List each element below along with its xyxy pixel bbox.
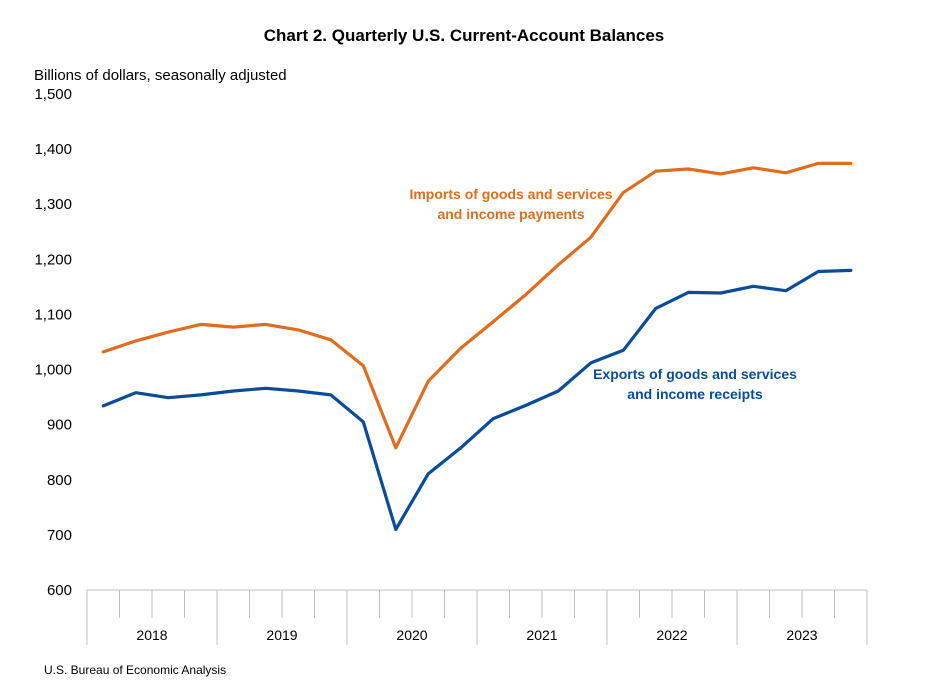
x-tick-label: 2022 — [656, 627, 687, 643]
y-tick-label: 1,500 — [34, 86, 72, 103]
exports-series-line — [101, 268, 853, 532]
series-label-line: and income receipts — [627, 386, 763, 402]
x-tick-label: 2019 — [266, 627, 297, 643]
y-tick-label: 1,000 — [34, 362, 72, 379]
series-annotations: Imports of goods and services and income … — [409, 186, 797, 402]
y-tick-label: 800 — [47, 472, 72, 489]
y-tick-label: 600 — [47, 582, 72, 599]
y-tick-label: 1,400 — [34, 141, 72, 158]
series-lines — [101, 161, 853, 532]
y-axis-ticks: 600 700 800 900 1,000 1,100 1,200 1,300 1,400 1,5… — [34, 86, 72, 599]
series-label-line: and income payments — [437, 206, 584, 222]
x-axis: 2018 2019 2020 2021 2022 2023 — [86, 589, 868, 645]
series-label-line: Imports of goods and services — [409, 186, 612, 202]
y-tick-label: 1,300 — [34, 196, 72, 213]
y-tick-label: 1,100 — [34, 306, 72, 323]
imports-series-line — [101, 161, 853, 450]
y-axis-label: Billions of dollars, seasonally adjusted — [34, 67, 287, 84]
exports-series-label: Exports of goods and services and income … — [593, 366, 797, 402]
y-tick-label: 900 — [47, 417, 72, 434]
y-tick-label: 1,200 — [34, 251, 72, 268]
source-note: U.S. Bureau of Economic Analysis — [44, 663, 227, 677]
x-tick-label: 2023 — [786, 627, 817, 643]
x-tick-label: 2021 — [526, 627, 557, 643]
x-tick-label: 2020 — [396, 627, 427, 643]
series-label-line: Exports of goods and services — [593, 366, 797, 382]
chart-title: Chart 2. Quarterly U.S. Current-Account … — [263, 26, 665, 45]
x-tick-label: 2018 — [136, 627, 167, 643]
y-tick-label: 700 — [47, 527, 72, 544]
imports-series-label: Imports of goods and services and income … — [409, 186, 612, 222]
